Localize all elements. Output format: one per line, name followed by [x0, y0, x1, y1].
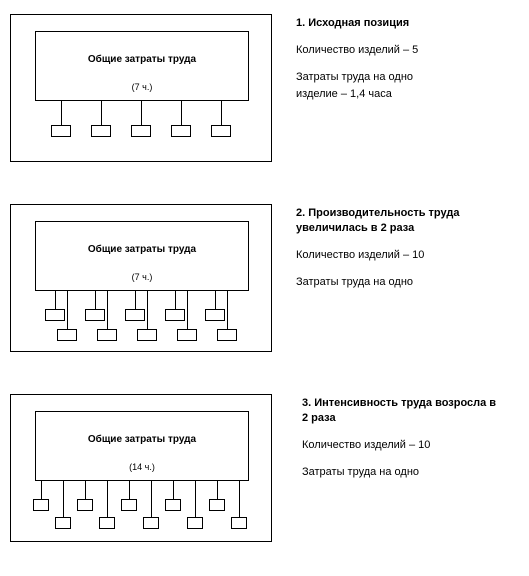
item-box [211, 125, 231, 137]
connector [63, 481, 64, 517]
diagram-1-frame: Общие затраты труда (7 ч.) [10, 14, 272, 162]
connector [151, 481, 152, 517]
diagram-2-sub: (7 ч.) [36, 272, 248, 282]
item-box [143, 517, 159, 529]
panel-3-heading: 3. Интенсивность труда возросла в 2 раза [302, 396, 502, 426]
connector [227, 291, 228, 329]
diagram-3-sub: (14 ч.) [36, 462, 248, 472]
item-box [137, 329, 157, 341]
panel-1-heading: 1. Исходная позиция [296, 16, 496, 31]
item-box [165, 309, 185, 321]
item-box [45, 309, 65, 321]
connector [141, 101, 142, 125]
connector [85, 481, 86, 499]
panel-2-line-2: Затраты труда на одно [296, 275, 496, 290]
item-box [209, 499, 225, 511]
connector [173, 481, 174, 499]
item-box [187, 517, 203, 529]
item-box [165, 499, 181, 511]
item-box [85, 309, 105, 321]
panel-1-line-1: Количество изделий – 5 [296, 43, 496, 58]
connector [95, 291, 96, 309]
panel-1: Общие затраты труда (7 ч.) 1. Исходная п… [10, 14, 519, 162]
connector [215, 291, 216, 309]
diagram-3-title: Общие затраты труда [36, 434, 248, 445]
diagram-2-title: Общие затраты труда [36, 244, 248, 255]
connector [147, 291, 148, 329]
connector [101, 101, 102, 125]
panel-1-line-2: Затраты труда на одно [296, 70, 496, 85]
panel-3-line-2: Затраты труда на одно [302, 465, 502, 480]
item-box [231, 517, 247, 529]
diagram-1-bigbox: Общие затраты труда (7 ч.) [35, 31, 249, 101]
connector [181, 101, 182, 125]
item-box [33, 499, 49, 511]
diagram-1-title: Общие затраты труда [36, 54, 248, 65]
diagram-2-frame: Общие затраты труда (7 ч.) [10, 204, 272, 352]
page: Общие затраты труда (7 ч.) 1. Исходная п… [0, 0, 529, 576]
item-box [97, 329, 117, 341]
connector [221, 101, 222, 125]
connector [217, 481, 218, 499]
item-box [205, 309, 225, 321]
panel-3-line-1: Количество изделий – 10 [302, 438, 502, 453]
connector [61, 101, 62, 125]
connector [175, 291, 176, 309]
connector [107, 291, 108, 329]
connector [187, 291, 188, 329]
panel-2-line-1: Количество изделий – 10 [296, 248, 496, 263]
connector [239, 481, 240, 517]
item-box [91, 125, 111, 137]
panel-3-description: 3. Интенсивность труда возросла в 2 раза… [296, 394, 502, 542]
connector [67, 291, 68, 329]
panel-2-description: 2. Производительность труда увеличилась … [296, 204, 496, 352]
item-box [55, 517, 71, 529]
connector [107, 481, 108, 517]
connector [55, 291, 56, 309]
item-box [171, 125, 191, 137]
item-box [121, 499, 137, 511]
connector [135, 291, 136, 309]
connector [41, 481, 42, 499]
diagram-1-sub: (7 ч.) [36, 82, 248, 92]
panel-1-description: 1. Исходная позиция Количество изделий –… [296, 14, 496, 162]
item-box [57, 329, 77, 341]
diagram-3-frame: Общие затраты труда (14 ч.) [10, 394, 272, 542]
item-box [77, 499, 93, 511]
item-box [125, 309, 145, 321]
connector [129, 481, 130, 499]
item-box [99, 517, 115, 529]
panel-1-line-3-cut: изделие – 1,4 часа [296, 87, 496, 101]
panel-2: Общие затраты труда (7 ч.) [10, 204, 519, 352]
diagram-3-bigbox: Общие затраты труда (14 ч.) [35, 411, 249, 481]
item-box [131, 125, 151, 137]
item-box [177, 329, 197, 341]
diagram-2-bigbox: Общие затраты труда (7 ч.) [35, 221, 249, 291]
panel-2-heading: 2. Производительность труда увеличилась … [296, 206, 496, 236]
connector [195, 481, 196, 517]
item-box [51, 125, 71, 137]
item-box [217, 329, 237, 341]
panel-3: Общие затраты труда (14 ч.) [10, 394, 519, 542]
